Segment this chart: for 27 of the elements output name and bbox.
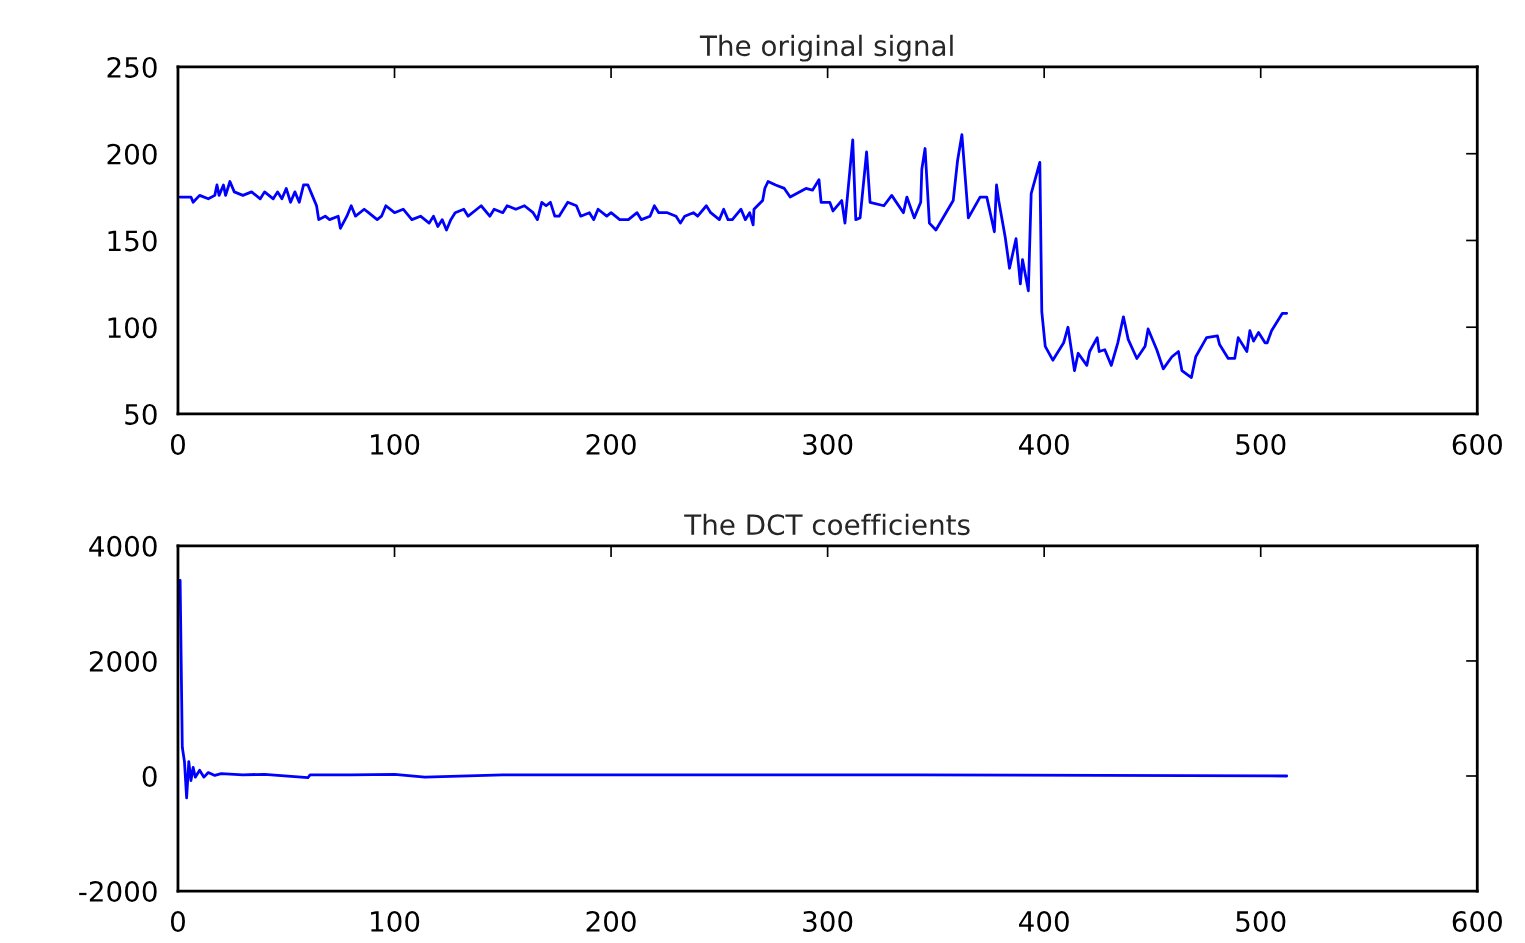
x-tick-label: 400 xyxy=(1019,433,1069,455)
x-tick-label: 200 xyxy=(586,910,636,932)
y-tick-label: 100 xyxy=(108,317,157,339)
x-tick-label: 0 xyxy=(170,910,185,932)
x-tick-label: 100 xyxy=(371,910,420,932)
y-tick-label: 4000 xyxy=(89,535,157,557)
y-tick-label: 150 xyxy=(108,230,157,252)
x-tick-label: 400 xyxy=(1019,910,1069,932)
line-series xyxy=(178,133,1289,379)
x-tick-label: 200 xyxy=(586,433,636,455)
line-series xyxy=(178,579,1289,800)
y-tick-label: 200 xyxy=(107,143,157,165)
x-tick-label: 600 xyxy=(1452,433,1502,455)
y-tick-label: 2000 xyxy=(89,650,157,672)
x-tick-label: 300 xyxy=(803,910,853,932)
y-tick-label: -2000 xyxy=(79,880,157,902)
x-tick-label: 0 xyxy=(170,433,185,455)
y-tick-label: 250 xyxy=(107,56,157,78)
x-tick-label: 500 xyxy=(1236,910,1286,932)
y-tick-label: 0 xyxy=(142,765,157,787)
x-tick-label: 300 xyxy=(803,433,853,455)
x-tick-label: 600 xyxy=(1452,910,1502,932)
chart-title: The original signal xyxy=(699,34,953,62)
x-tick-label: 500 xyxy=(1236,433,1286,455)
y-tick-label: 50 xyxy=(125,403,157,425)
chart-title: The DCT coefficients xyxy=(684,513,970,536)
x-tick-label: 100 xyxy=(371,433,420,455)
